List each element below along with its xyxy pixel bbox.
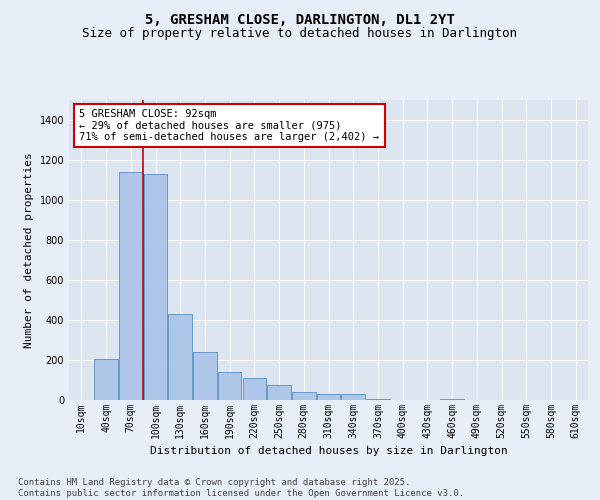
Bar — [94, 359, 118, 400]
Bar — [366, 399, 389, 400]
Bar — [242, 378, 266, 400]
Bar — [341, 394, 365, 400]
Bar — [144, 174, 167, 400]
Text: Contains HM Land Registry data © Crown copyright and database right 2025.
Contai: Contains HM Land Registry data © Crown c… — [18, 478, 464, 498]
Bar — [193, 352, 217, 400]
Bar — [268, 385, 291, 400]
X-axis label: Distribution of detached houses by size in Darlington: Distribution of detached houses by size … — [149, 446, 508, 456]
Bar — [317, 394, 340, 400]
Bar — [218, 372, 241, 400]
Text: 5, GRESHAM CLOSE, DARLINGTON, DL1 2YT: 5, GRESHAM CLOSE, DARLINGTON, DL1 2YT — [145, 12, 455, 26]
Bar — [169, 314, 192, 400]
Y-axis label: Number of detached properties: Number of detached properties — [24, 152, 34, 348]
Bar — [292, 392, 316, 400]
Bar — [119, 172, 143, 400]
Text: 5 GRESHAM CLOSE: 92sqm
← 29% of detached houses are smaller (975)
71% of semi-de: 5 GRESHAM CLOSE: 92sqm ← 29% of detached… — [79, 109, 379, 142]
Bar — [440, 399, 464, 400]
Text: Size of property relative to detached houses in Darlington: Size of property relative to detached ho… — [83, 28, 517, 40]
